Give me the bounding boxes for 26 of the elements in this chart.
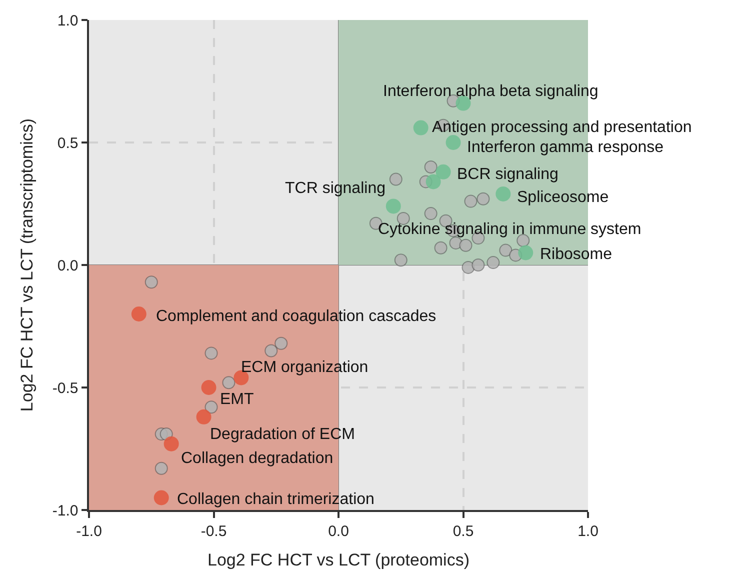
- annotation: EMT: [220, 391, 254, 408]
- y-tick-label: 1.0: [57, 12, 78, 30]
- annotation: Degradation of ECM: [210, 426, 355, 443]
- annotation: BCR signaling: [457, 166, 558, 183]
- x-tick-label: 0.0: [328, 522, 349, 540]
- annotation: Collagen degradation: [181, 450, 334, 467]
- annotation: Collagen chain trimerization: [177, 491, 374, 508]
- annotation: TCR signaling: [285, 180, 386, 197]
- x-tick-label: -1.0: [76, 522, 102, 540]
- y-tick-label: 0.0: [57, 257, 78, 274]
- x-tick-label: 1.0: [578, 522, 598, 540]
- annotation: Cytokine signaling in immune system: [378, 221, 642, 238]
- annotation: Antigen processing and presentation: [432, 119, 692, 136]
- x-axis-title: Log2 FC HCT vs LCT (proteomics): [208, 550, 470, 570]
- y-tick-label: -0.5: [52, 380, 78, 397]
- annotation: Spliceosome: [517, 189, 609, 206]
- annotation: Interferon gamma response: [467, 139, 664, 156]
- y-tick-label: -1.0: [52, 502, 78, 520]
- y-axis-title: Log2 FC HCT vs LCT (transcriptomics): [17, 118, 36, 412]
- annotation: ECM organization: [241, 359, 368, 376]
- y-tick-label: 0.5: [57, 134, 78, 152]
- annotation: Ribosome: [540, 246, 612, 263]
- x-tick-label: 0.5: [452, 522, 474, 540]
- annotation: Interferon alpha beta signaling: [383, 83, 598, 100]
- annotation: Complement and coagulation cascades: [156, 308, 436, 325]
- x-tick-label: -0.5: [200, 522, 227, 540]
